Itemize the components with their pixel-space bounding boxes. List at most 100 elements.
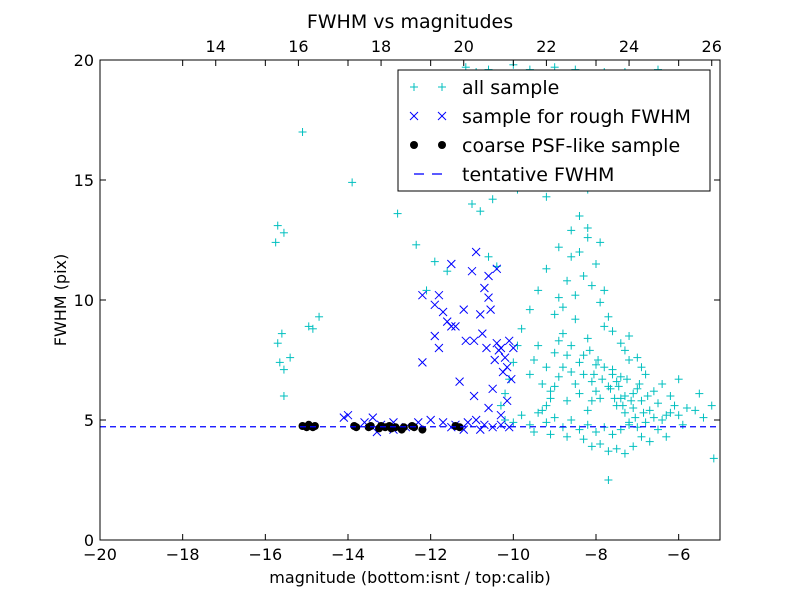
legend-marker [438, 83, 446, 91]
all-sample-point [575, 248, 584, 256]
all-sample-point [534, 286, 543, 295]
rough-fwhm-point [426, 415, 436, 425]
legend-marker [409, 111, 419, 121]
all-sample-point [542, 401, 551, 410]
y-axis-label: FWHM (pix) [51, 254, 70, 347]
all-sample-point [633, 353, 642, 362]
legend-marker [410, 141, 418, 149]
series-all-sample [271, 60, 718, 484]
legend-label: sample for rough FWHM [462, 106, 691, 128]
rough-fwhm-point [438, 307, 448, 317]
all-sample-point [571, 315, 580, 324]
all-sample-point [592, 387, 600, 396]
all-sample-point [571, 380, 580, 388]
all-sample-point [658, 416, 667, 424]
all-sample-point [587, 396, 596, 405]
all-sample-point [691, 406, 700, 415]
top-x-tick-label: 18 [371, 37, 391, 56]
legend-item: tentative FWHM [414, 164, 614, 186]
rough-fwhm-point [469, 391, 479, 401]
all-sample-point [629, 404, 638, 412]
legend-marker [437, 111, 447, 121]
x-tick-label: −8 [584, 545, 608, 564]
all-sample-point [501, 389, 510, 398]
plot-marks [100, 60, 720, 484]
all-sample-point [699, 413, 708, 422]
all-sample-point [618, 401, 627, 410]
all-sample-point [583, 233, 592, 242]
rough-fwhm-point [502, 396, 512, 406]
all-sample-point [554, 372, 563, 381]
rough-fwhm-point [442, 317, 452, 326]
rough-fwhm-point [504, 422, 514, 432]
rough-fwhm-point [484, 293, 493, 302]
axis-ticks: −20 −18 −16 −14 −12 −10 −8 −6 0 5 10 15 20 14 16 18 20 22… [74, 37, 722, 564]
all-sample-point [600, 286, 609, 295]
y-tick-label: 5 [84, 411, 94, 430]
all-sample-point [530, 356, 538, 364]
all-sample-point [587, 442, 596, 451]
all-sample-point [666, 392, 675, 400]
all-sample-point [304, 322, 313, 331]
all-sample-point [567, 226, 576, 235]
all-sample-point [430, 257, 439, 266]
rough-fwhm-point [477, 329, 487, 338]
all-sample-point [610, 394, 619, 403]
rough-fwhm-point [496, 420, 506, 430]
psf-like-point [455, 423, 464, 432]
rough-fwhm-point [492, 264, 502, 274]
all-sample-point [575, 389, 584, 398]
all-sample-point [709, 454, 718, 463]
all-sample-point [604, 476, 613, 484]
all-sample-point [554, 336, 563, 345]
rough-fwhm-point [496, 410, 506, 420]
rough-fwhm-point [461, 336, 471, 346]
all-sample-point [631, 413, 640, 422]
all-sample-point [641, 370, 650, 379]
all-sample-point [273, 221, 282, 230]
all-sample-point [604, 447, 613, 456]
rough-fwhm-point [508, 343, 518, 353]
all-sample-point [587, 377, 596, 386]
top-x-tick-label: 20 [454, 37, 474, 56]
rough-fwhm-point [438, 418, 448, 427]
all-sample-point [286, 353, 295, 362]
all-sample-point [530, 428, 538, 436]
y-tick-label: 10 [74, 291, 94, 310]
legend: all sample sample for rough FWHM coarse PS… [397, 69, 711, 192]
all-sample-point [501, 416, 510, 424]
rough-fwhm-point [482, 343, 491, 353]
all-sample-point [596, 238, 605, 247]
all-sample-point [629, 442, 638, 451]
all-sample-point [558, 363, 567, 372]
rough-fwhm-point [343, 410, 353, 420]
psf-like-point [366, 422, 375, 430]
all-sample-point [298, 128, 307, 136]
legend-item: all sample [410, 77, 559, 99]
psf-like-point [310, 422, 319, 430]
rough-fwhm-point [506, 374, 516, 384]
all-sample-point [412, 240, 421, 249]
all-sample-point [279, 392, 288, 400]
all-sample-point [606, 384, 615, 393]
all-sample-point [525, 305, 534, 314]
top-x-tick-label: 26 [702, 37, 722, 56]
all-sample-point [596, 298, 605, 307]
rough-fwhm-point [496, 343, 506, 353]
legend-item: coarse PSF-like sample [410, 135, 680, 157]
all-sample-point [542, 264, 551, 273]
all-sample-point [443, 267, 452, 276]
rough-fwhm-point [488, 384, 498, 394]
rough-fwhm-point [500, 353, 510, 362]
all-sample-point [583, 224, 592, 232]
rough-fwhm-point [484, 271, 493, 281]
all-sample-point [567, 341, 576, 350]
all-sample-point [625, 418, 634, 427]
rough-fwhm-point [471, 415, 481, 425]
top-x-tick-label: 22 [536, 37, 556, 56]
y-tick-label: 20 [74, 51, 94, 70]
all-sample-point [550, 310, 559, 319]
y-tick-label: 15 [74, 171, 94, 190]
all-sample-point [563, 432, 572, 441]
all-sample-point [643, 392, 652, 400]
